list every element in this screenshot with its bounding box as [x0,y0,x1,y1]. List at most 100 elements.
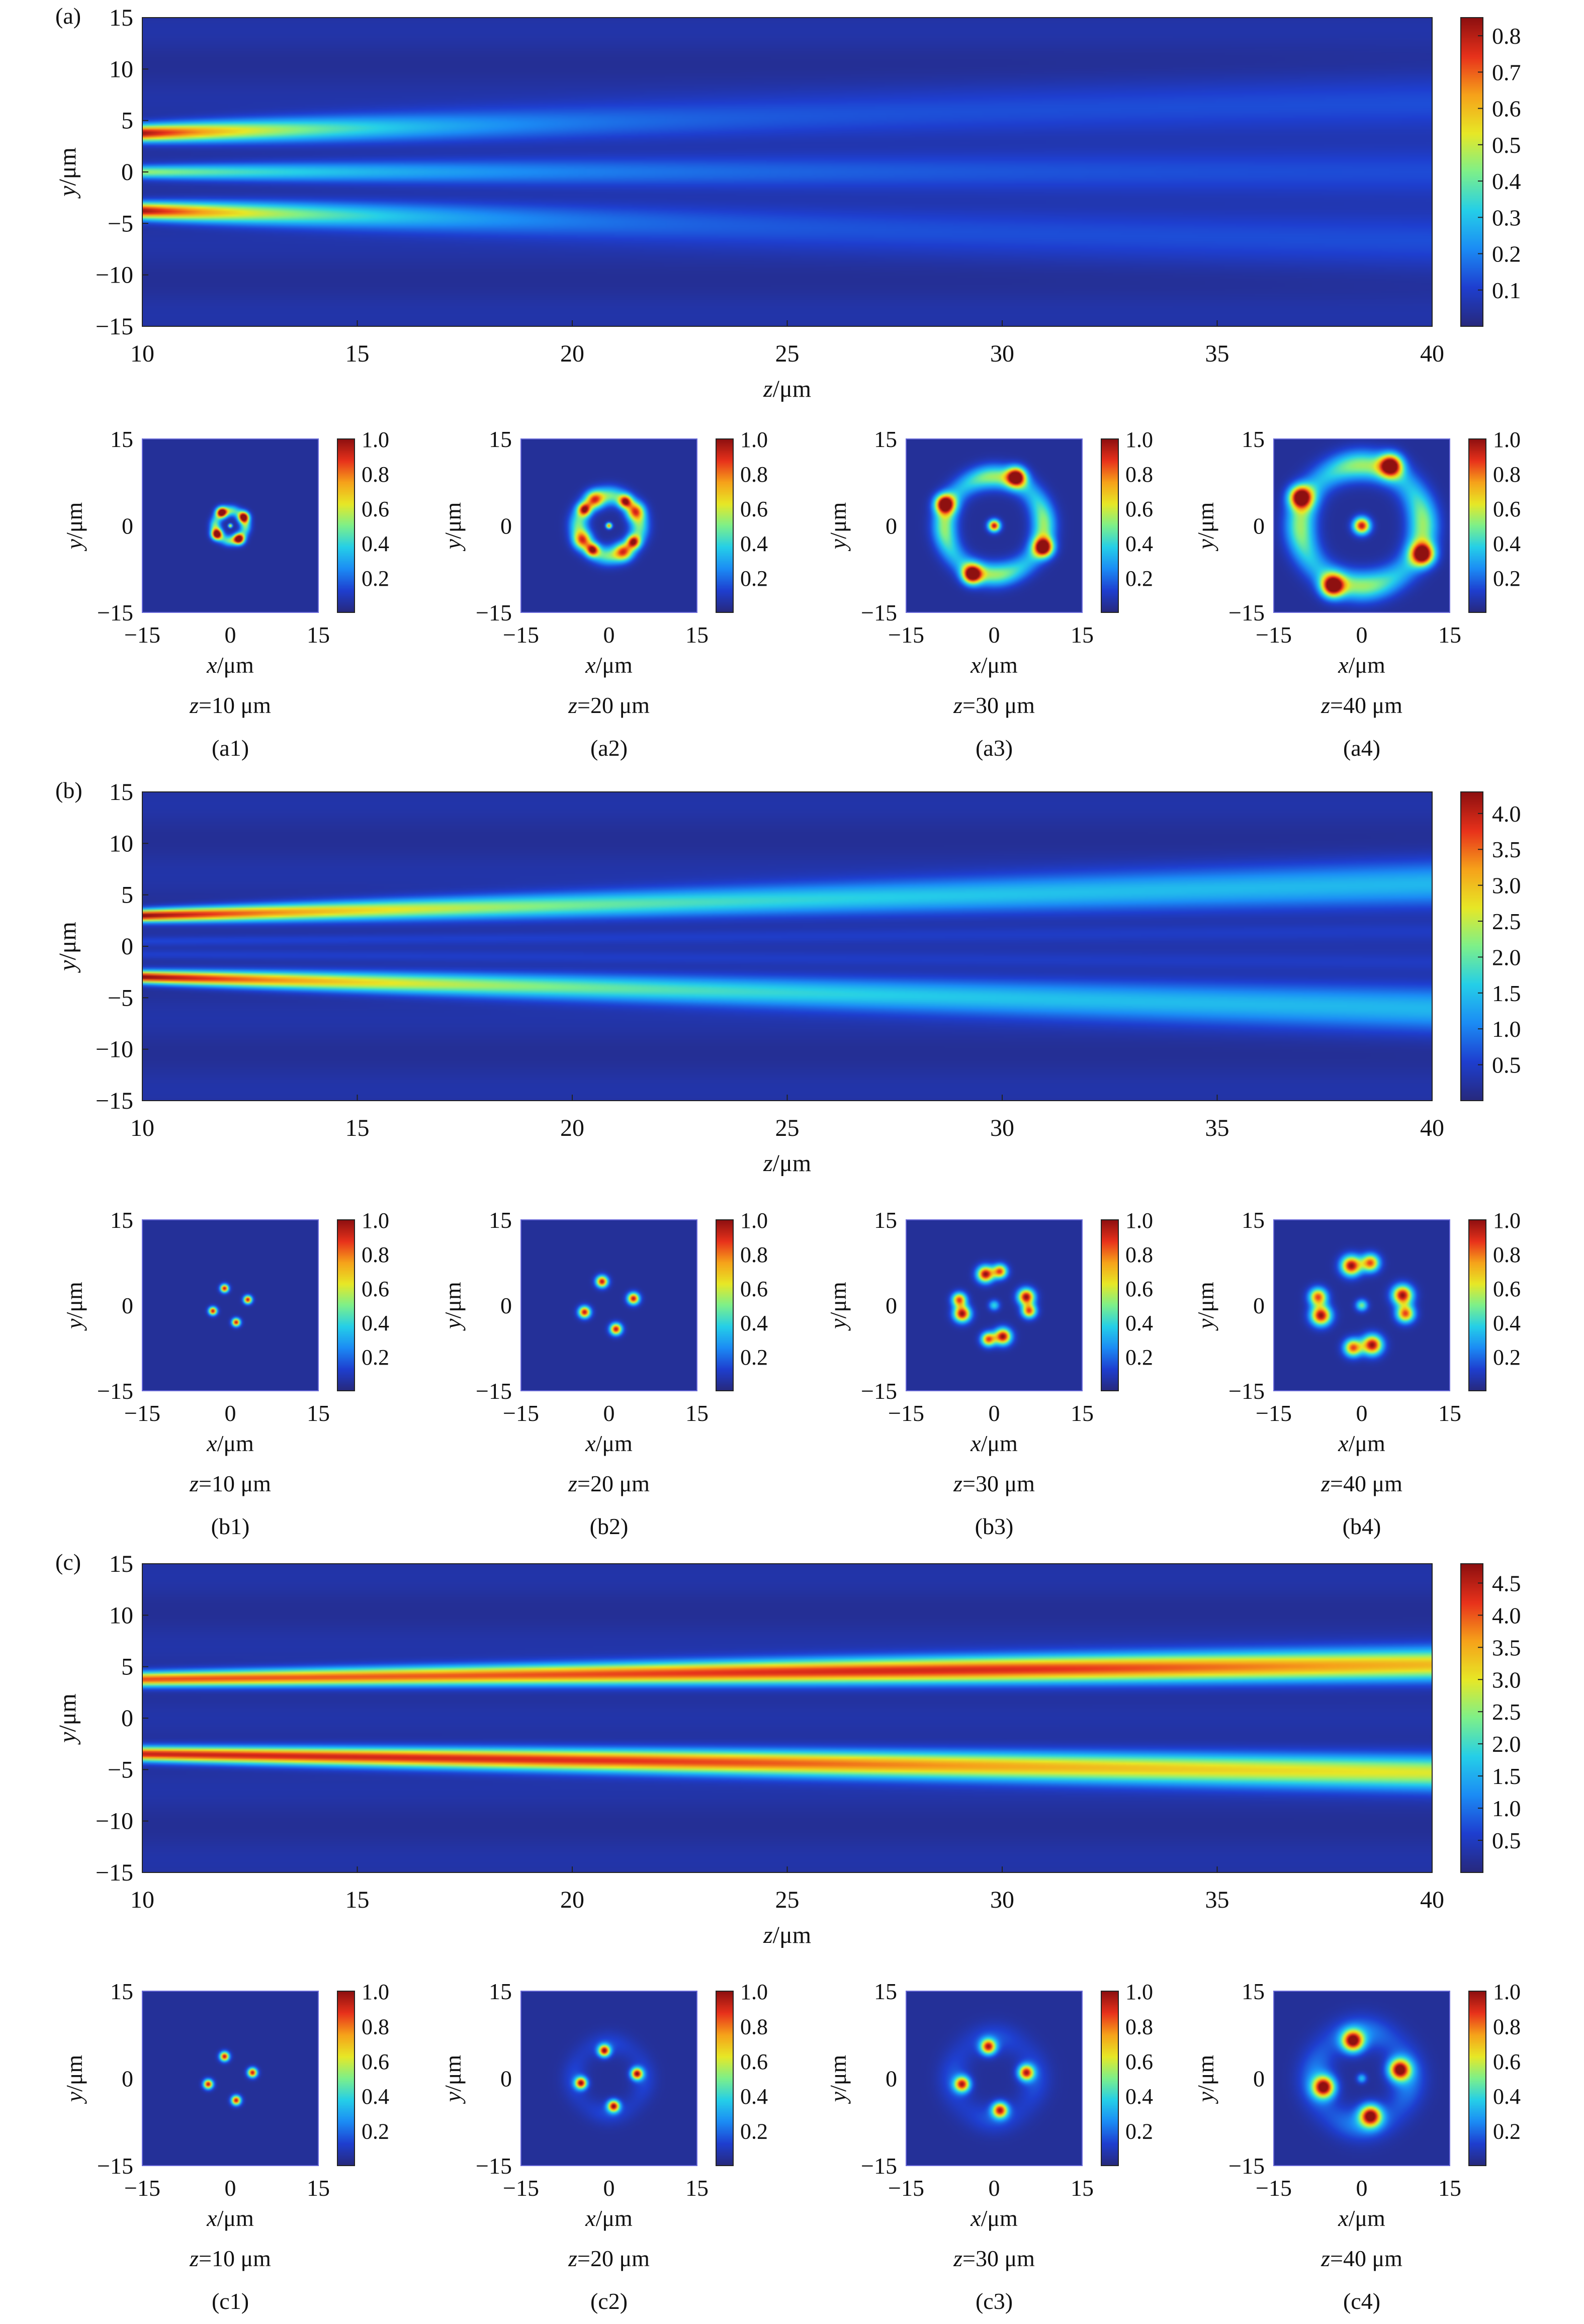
y-tick-label: 15 [489,1207,512,1233]
y-tick-label: −10 [96,262,133,289]
y-axis-title-c2: y/μm [440,2054,466,2104]
colorbar-tick-label: 0.8 [1125,462,1153,487]
x-tick-label: −15 [1256,622,1292,648]
caption-value: =20 μm [577,692,650,718]
colorbar-tick-label: 0.8 [1125,2014,1153,2039]
y-tick-label: 15 [1242,1207,1265,1233]
colorbar-tick-label: 0.4 [740,2084,768,2109]
y-tick-label: −15 [861,2153,897,2179]
colorbar-c4 [1469,1991,1486,2166]
x-tick-label: 15 [1438,2175,1461,2201]
x-axis-title-c3: x/μm [970,2205,1018,2231]
caption-value: =20 μm [577,1471,650,1496]
y-axis-variable: y [825,539,851,551]
sub-panel-label-a4: (a4) [1343,735,1380,761]
y-axis-variable: y [61,1318,87,1331]
y-axis-variable: y [440,2091,466,2104]
y-tick-label: −15 [476,2153,512,2179]
x-tick-label: 20 [560,1887,584,1913]
y-tick-label: 10 [109,830,133,857]
colorbar-a [1461,18,1483,326]
colorbar-c-frame [1460,1563,1483,1873]
colorbar-tick-label: 0.2 [1125,566,1153,591]
y-axis-variable: y [440,539,466,551]
x-tick-label: 25 [775,340,800,367]
caption-value: =10 μm [199,1471,271,1496]
x-tick-label: 15 [1438,1400,1461,1426]
y-tick-label: 0 [886,2066,897,2092]
y-tick-label: −10 [96,1808,133,1835]
y-axis-variable: y [54,960,81,973]
x-tick-label: −15 [888,1400,924,1426]
colorbar-a-frame [1460,17,1483,327]
y-tick-label: −10 [96,1036,133,1063]
colorbar-tick-label: 0.2 [362,2119,389,2144]
y-axis-unit: /μm [54,147,81,186]
y-tick-label: 10 [109,1602,133,1629]
colorbar-tick-label: 0.8 [1492,23,1521,49]
y-tick-label: −15 [96,313,133,340]
y-axis-variable: y [61,2091,87,2104]
colorbar-a2 [716,439,733,612]
plot-frame-a1 [142,438,319,613]
x-axis-unit: /μm [596,2205,633,2231]
colorbar-b3 [1101,1220,1118,1391]
sub-panel-label-b2: (b2) [590,1513,629,1539]
colorbar-tick-label: 0.4 [362,531,389,556]
y-axis-variable: y [825,1318,851,1331]
sub-caption-a3: z=30 μm [953,692,1035,718]
y-axis-variable: y [1193,2091,1218,2104]
colorbar-tick-label: 1.5 [1492,1763,1521,1789]
sub-caption-a2: z=20 μm [568,692,650,718]
y-tick-label: 15 [874,1207,897,1233]
y-axis-title-a2: y/μm [440,502,466,551]
x-axis-unit: /μm [981,1431,1018,1456]
plot-frame-c3 [906,1991,1083,2166]
colorbar-tick-label: 3.5 [1492,837,1521,862]
colorbar-tick-label: 0.2 [740,1345,768,1370]
y-tick-label: 0 [122,2066,133,2092]
y-tick-label: −5 [108,210,133,237]
colorbar-tick-label: 1.0 [1492,1796,1521,1821]
y-axis-title-b1: y/μm [61,1282,87,1331]
heatmap-a1 [142,439,318,612]
y-tick-label: 15 [1242,1979,1265,2004]
caption-variable: z [953,2246,962,2271]
x-axis-variable: x [585,652,596,678]
y-tick-label: 5 [121,1654,133,1680]
x-tick-label: 15 [1071,622,1094,648]
heatmap-b4 [1274,1220,1450,1391]
y-axis-variable: y [54,186,81,199]
y-tick-label: 0 [121,1705,133,1732]
colorbar-tick-label: 1.0 [1493,1208,1521,1233]
y-axis-unit: /μm [440,1282,466,1318]
y-tick-label: −15 [476,600,512,625]
x-axis-variable: x [970,2205,981,2231]
colorbar-c1-frame [337,1991,355,2166]
y-axis-title-b3: y/μm [825,1282,851,1331]
y-tick-label: 0 [1253,2066,1265,2092]
x-tick-label: −15 [124,2175,160,2201]
heatmap-c3 [906,1991,1082,2166]
sub-caption-c2: z=20 μm [568,2246,650,2271]
y-axis-unit: /μm [440,2054,466,2091]
colorbar-tick-label: 4.0 [1492,801,1521,827]
colorbar-c1 [337,1991,355,2166]
colorbar-b4-frame [1468,1219,1486,1391]
panel-label-a: (a) [55,3,81,29]
colorbar-tick-label: 1.5 [1492,980,1521,1006]
caption-variable: z [953,1471,962,1496]
y-tick-label: −15 [96,1859,133,1886]
colorbar-b [1461,792,1483,1101]
x-tick-label: 40 [1420,1115,1444,1141]
sub-caption-c4: z=40 μm [1321,2246,1402,2271]
x-tick-label: 15 [307,2175,330,2201]
colorbar-b2-frame [716,1219,734,1391]
colorbar-a3-frame [1101,438,1119,613]
sub-panel-label-c1: (c1) [212,2288,249,2314]
x-axis-title-a2: x/μm [585,652,633,678]
x-axis-title-a3: x/μm [970,652,1018,678]
colorbar-tick-label: 0.2 [1493,566,1521,591]
sub-caption-a1: z=10 μm [189,692,271,718]
